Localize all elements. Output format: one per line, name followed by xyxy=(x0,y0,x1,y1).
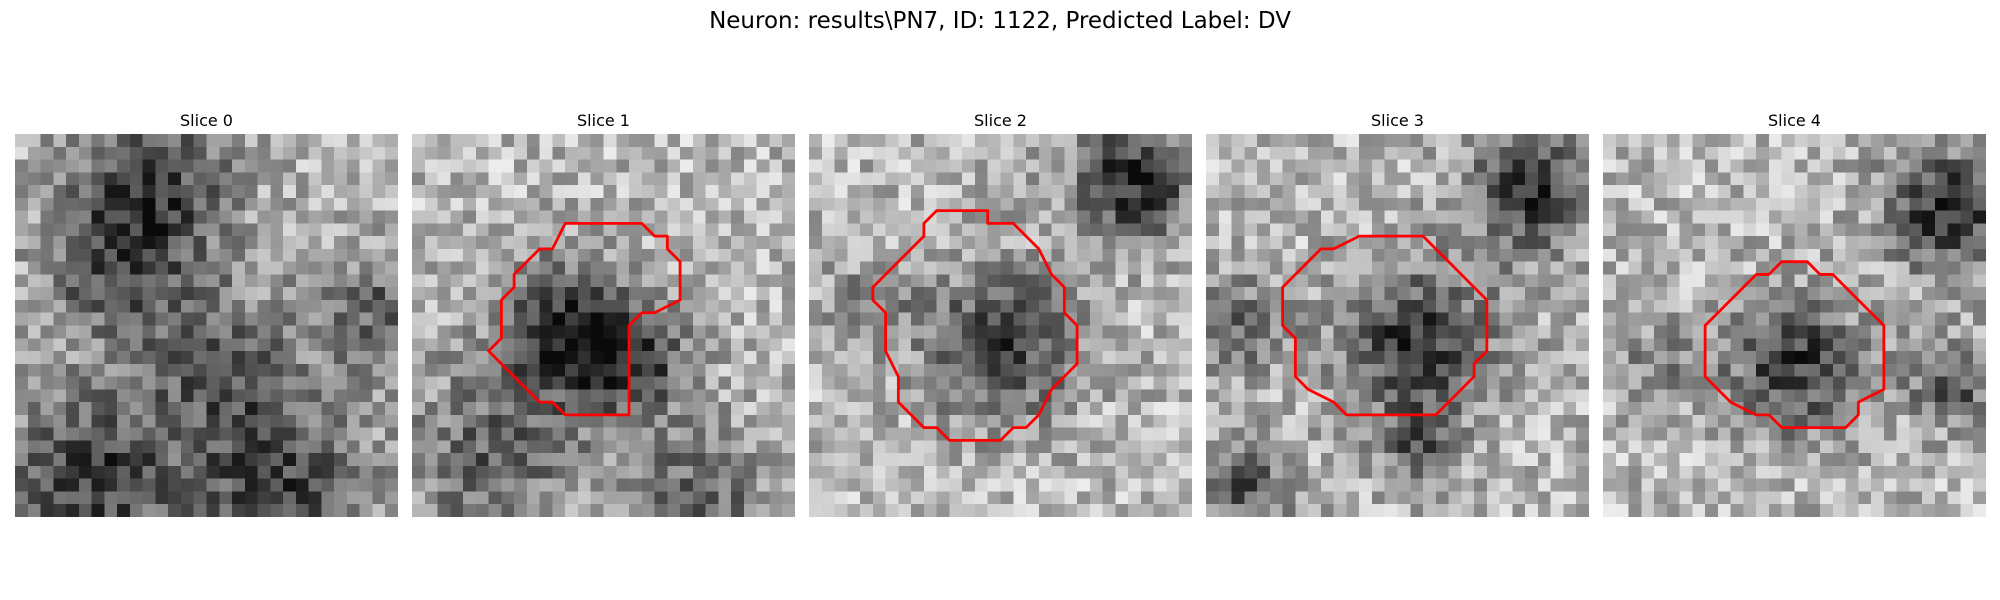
slice-title: Slice 1 xyxy=(577,111,630,130)
slice-panel-0: Slice 0 xyxy=(15,110,398,517)
slice-title: Slice 2 xyxy=(974,111,1027,130)
slice-image xyxy=(1603,134,1986,517)
pixel-grid xyxy=(412,134,795,517)
pixel-grid xyxy=(15,134,398,517)
segmentation-contour xyxy=(871,209,1079,442)
slice-panel-2: Slice 2 xyxy=(809,110,1192,517)
slice-panel-3: Slice 3 xyxy=(1206,110,1589,517)
slice-title: Slice 4 xyxy=(1768,111,1821,130)
pixel-grid xyxy=(1206,134,1589,517)
slice-title: Slice 0 xyxy=(180,111,233,130)
slice-image xyxy=(15,134,398,517)
segmentation-contour xyxy=(1281,234,1489,417)
pixel-grid xyxy=(809,134,1192,517)
slice-panel-1: Slice 1 xyxy=(412,110,795,517)
figure-title: Neuron: results\PN7, ID: 1122, Predicted… xyxy=(709,8,1291,34)
slice-panel-4: Slice 4 xyxy=(1603,110,1986,517)
segmentation-contour xyxy=(1703,260,1886,430)
pixel-grid xyxy=(1603,134,1986,517)
segmentation-contour xyxy=(487,221,682,417)
slice-image xyxy=(412,134,795,517)
slice-image xyxy=(1206,134,1589,517)
slice-title: Slice 3 xyxy=(1371,111,1424,130)
slice-image xyxy=(809,134,1192,517)
